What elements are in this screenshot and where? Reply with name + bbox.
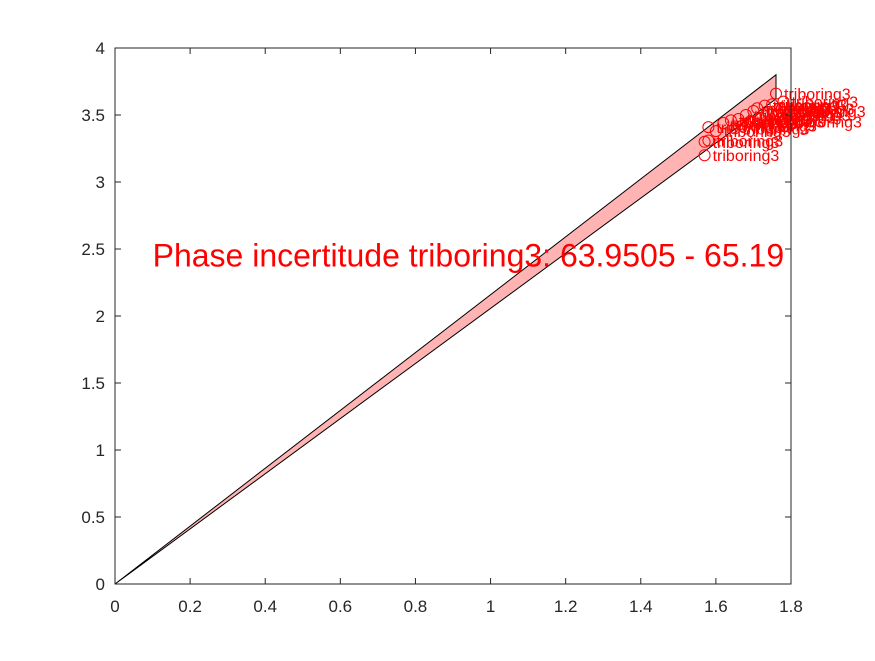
point-label: triboring3 (788, 101, 855, 118)
point-label: triboring3 (713, 148, 780, 165)
y-axis: 0 0.5 1 1.5 2 2.5 3 3.5 4 (81, 39, 791, 594)
point-label: triboring3 (765, 101, 832, 118)
wedge-layer (114, 73, 777, 585)
point-label: triboring3 (750, 119, 817, 136)
point-label: triboring3 (784, 108, 851, 125)
y-tick-label: 0.5 (81, 508, 105, 527)
uncertainty-wedge (114, 73, 777, 585)
point-label: triboring3 (713, 135, 780, 152)
y-tick-label: 2 (96, 307, 105, 326)
data-point (736, 119, 749, 132)
x-tick-label: 0.4 (253, 597, 277, 616)
data-point (766, 98, 779, 111)
y-tick-label: 0 (96, 575, 105, 594)
point-label: triboring3 (780, 97, 847, 114)
data-point (781, 115, 794, 128)
data-point (702, 121, 715, 134)
data-point (739, 109, 752, 121)
data-point (743, 115, 756, 128)
point-label: triboring3 (731, 116, 798, 133)
data-point (770, 87, 782, 100)
x-tick-label: 1.6 (704, 597, 728, 616)
point-label: triboring3 (792, 95, 859, 112)
x-tick-label: 1 (486, 597, 495, 616)
y-tick-label: 2.5 (81, 240, 105, 259)
x-tick-label: 1.8 (779, 597, 803, 616)
point-label: triboring3 (777, 105, 844, 122)
point-label: triboring3 (716, 120, 783, 137)
data-point (777, 95, 790, 108)
data-point (702, 134, 715, 147)
data-point (709, 125, 722, 138)
point-label: triboring3 (739, 113, 806, 130)
y-tick-label: 4 (96, 39, 105, 58)
annotation-text: Phase incertitude triboring3: 63.9505 - … (153, 238, 785, 274)
point-label: triboring3 (799, 104, 866, 121)
data-point (758, 99, 771, 112)
point-label: triboring3 (746, 112, 813, 129)
point-label: triboring3 (716, 134, 783, 151)
x-tick-label: 0.2 (178, 597, 202, 616)
point-label: triboring3 (743, 121, 810, 138)
x-tick-label: 0.8 (404, 597, 428, 616)
y-tick-label: 1.5 (81, 374, 105, 393)
x-axis: 0 0.2 0.4 0.6 0.8 1 1.2 1.4 1.6 1.8 (110, 48, 803, 616)
point-label: triboring3 (761, 104, 828, 121)
point-labels-layer: triboring3triboring3triboring3triboring3… (713, 87, 866, 166)
points-layer (698, 87, 797, 162)
x-tick-label: 0 (110, 597, 119, 616)
x-tick-label: 1.2 (554, 597, 578, 616)
data-point (747, 105, 760, 117)
y-tick-label: 3.5 (81, 106, 105, 125)
point-label: triboring3 (754, 108, 821, 125)
plot-background (115, 48, 791, 584)
data-point (770, 109, 782, 121)
y-tick-label: 1 (96, 441, 105, 460)
data-point (762, 106, 775, 119)
data-point (732, 113, 745, 125)
y-tick-label: 3 (96, 173, 105, 192)
data-point (717, 117, 730, 129)
data-point (698, 149, 711, 162)
point-label: triboring3 (724, 124, 791, 141)
data-point (773, 102, 786, 115)
x-tick-label: 1.4 (629, 597, 653, 616)
point-label: triboring3 (784, 87, 851, 104)
point-label: triboring3 (795, 115, 862, 132)
data-point (724, 114, 737, 127)
x-tick-label: 0.6 (329, 597, 353, 616)
point-label: triboring3 (773, 99, 840, 116)
